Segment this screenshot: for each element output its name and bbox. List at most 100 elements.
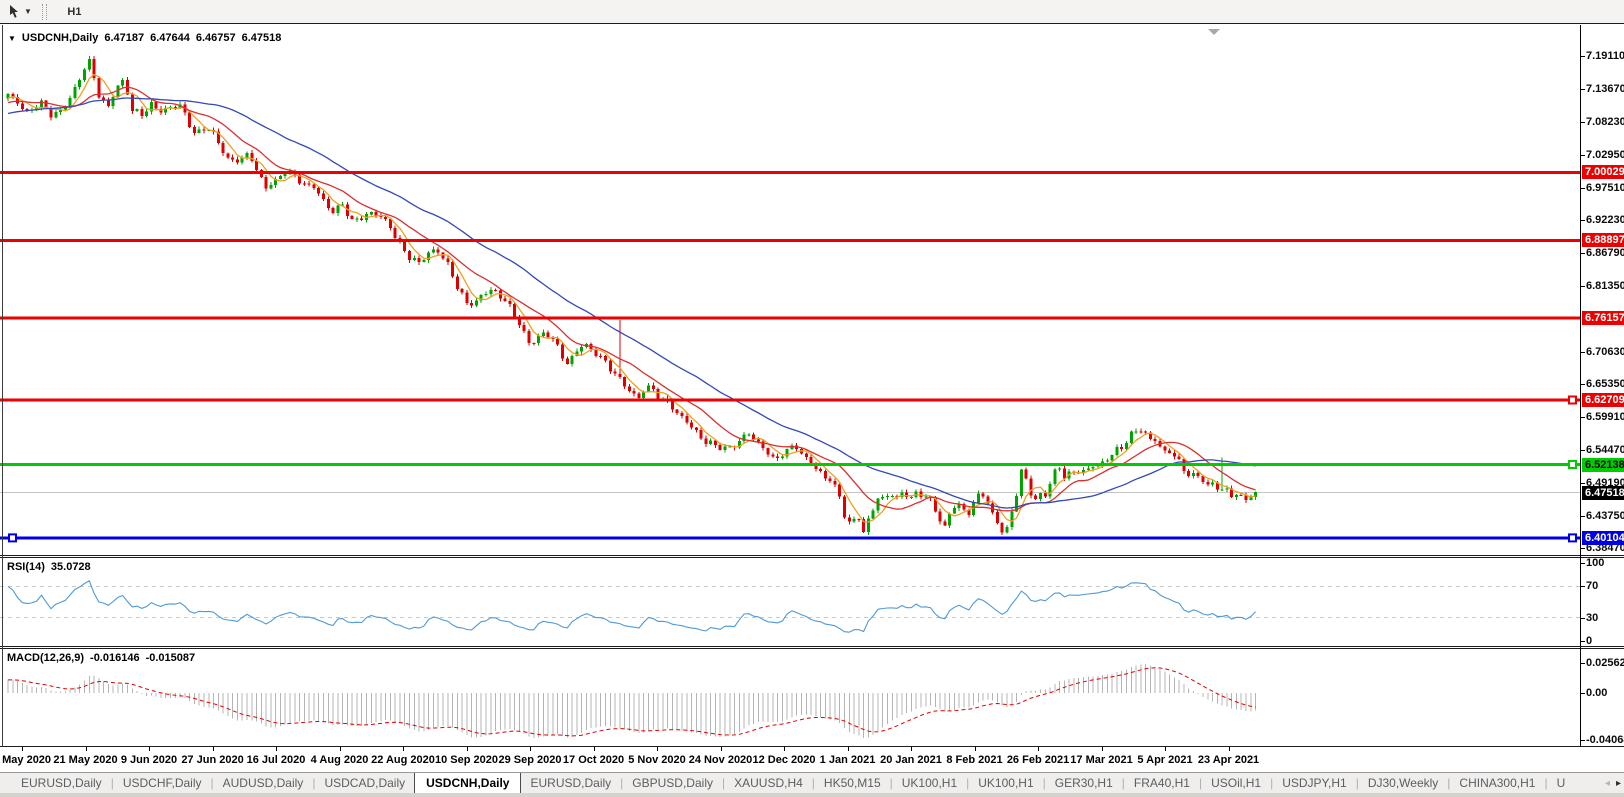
cursor-tool-button[interactable]: ▼ bbox=[3, 2, 36, 21]
tab-item[interactable]: DJ30,Weekly bbox=[1367, 776, 1439, 790]
macd-main-value: -0.016146 bbox=[90, 652, 140, 664]
date-tick bbox=[1038, 747, 1039, 751]
date-axis-label: 26 Feb 2021 bbox=[1006, 754, 1070, 766]
date-tick bbox=[974, 747, 976, 751]
axis-tick bbox=[1580, 450, 1585, 452]
rsi-label: RSI(14) 35.0728 bbox=[7, 561, 91, 573]
date-axis-label: 17 Oct 2020 bbox=[562, 754, 625, 766]
tab-separator: | bbox=[1447, 776, 1451, 790]
main-chart-canvas[interactable] bbox=[0, 25, 1580, 555]
price-axis-label: 6.97510 bbox=[1586, 181, 1624, 194]
ohlc-high: 6.47644 bbox=[150, 32, 190, 44]
date-tick bbox=[1165, 747, 1166, 751]
toolbar-grip bbox=[41, 3, 47, 20]
tab-item[interactable]: XAUUSD,H4 bbox=[734, 776, 803, 790]
ohlc-open: 6.47187 bbox=[104, 32, 145, 44]
tab-separator: | bbox=[1121, 776, 1125, 790]
pane-separator[interactable] bbox=[0, 646, 1624, 649]
axis-tick bbox=[1580, 253, 1585, 255]
date-axis-label: 5 Apr 2021 bbox=[1137, 754, 1193, 766]
main-chart-pane[interactable]: ▼ USDCNH,Daily 6.47187 6.47644 6.46757 6… bbox=[0, 25, 1624, 555]
tab-separator: | bbox=[1198, 776, 1203, 790]
tab-item[interactable]: AUDUSD,Daily bbox=[222, 776, 304, 790]
date-axis-label: 4 Aug 2020 bbox=[310, 754, 369, 766]
tab-item[interactable]: UK100,H1 bbox=[978, 776, 1034, 790]
rsi-axis-label: 0 bbox=[1586, 635, 1593, 647]
date-axis-label: 9 Jun 2020 bbox=[120, 754, 178, 766]
date-tick bbox=[149, 747, 150, 751]
tab-item-active[interactable]: USDCNH,Daily bbox=[414, 773, 522, 793]
price-line-badge: 6.40104 bbox=[1582, 530, 1624, 545]
axis-tick bbox=[1580, 286, 1585, 288]
date-tick bbox=[911, 747, 912, 751]
price-axis-label: 6.86790 bbox=[1586, 247, 1624, 260]
tab-item[interactable]: UK100,H1 bbox=[901, 776, 958, 790]
date-axis-label: 29 Sep 2020 bbox=[498, 754, 562, 766]
line-handle[interactable] bbox=[8, 533, 17, 543]
date-tick bbox=[847, 747, 849, 751]
rsi-pane[interactable]: RSI(14) 35.0728 bbox=[0, 558, 1624, 646]
date-axis-label: 21 May 2020 bbox=[53, 754, 118, 766]
date-tick bbox=[530, 747, 531, 751]
rsi-value: 35.0728 bbox=[50, 561, 91, 573]
line-handle[interactable] bbox=[1568, 460, 1577, 469]
macd-canvas bbox=[7, 664, 1257, 739]
chart-title: ▼ USDCNH,Daily 6.47187 6.47644 6.46757 6… bbox=[8, 32, 281, 44]
tab-item[interactable]: USDCHF,Daily bbox=[122, 776, 202, 790]
date-axis-label: 23 Apr 2021 bbox=[1197, 754, 1260, 766]
chevron-down-icon[interactable]: ▼ bbox=[24, 7, 32, 16]
price-axis-label: 7.19110 bbox=[1586, 50, 1624, 62]
tab-item[interactable]: FRA40,H1 bbox=[1133, 776, 1190, 790]
axis-tick bbox=[1580, 693, 1585, 694]
chart-window: ▼ USDCNH,Daily 6.47187 6.47644 6.46757 6… bbox=[0, 23, 1624, 793]
tab-item[interactable]: U bbox=[1556, 776, 1566, 790]
ohlc-low: 6.46757 bbox=[195, 32, 236, 44]
tab-item[interactable]: USOil,H1 bbox=[1211, 776, 1262, 790]
tab-item[interactable]: GBPUSD,Daily bbox=[632, 776, 713, 790]
tab-scroll-left-button[interactable]: ◂ bbox=[1604, 777, 1610, 789]
price-axis-label: 6.49190 bbox=[1586, 476, 1624, 489]
cursor-tool-icon bbox=[10, 5, 18, 18]
tab-item[interactable]: GER30,H1 bbox=[1054, 776, 1113, 790]
date-tick bbox=[22, 747, 23, 751]
axis-tick bbox=[1580, 547, 1585, 549]
axis-tick bbox=[1580, 641, 1585, 642]
date-tick bbox=[85, 747, 87, 751]
ma-13-line bbox=[7, 86, 1256, 512]
tab-item[interactable]: EURUSD,Daily bbox=[530, 776, 612, 790]
tab-separator: | bbox=[721, 776, 726, 790]
price-axis-label: 6.81350 bbox=[1586, 280, 1624, 293]
tab-separator: | bbox=[620, 776, 624, 790]
date-tick bbox=[593, 747, 595, 751]
line-handle[interactable] bbox=[1568, 395, 1577, 405]
date-tick bbox=[657, 747, 658, 751]
tab-item[interactable]: CHINA300,H1 bbox=[1459, 776, 1536, 790]
tab-item[interactable]: EURUSD,Daily bbox=[21, 776, 102, 790]
chart-shift-marker[interactable] bbox=[1208, 29, 1220, 35]
axis-tick bbox=[1580, 563, 1585, 564]
rsi-axis-label: 30 bbox=[1586, 611, 1599, 624]
tab-item[interactable]: USDJPY,H1 bbox=[1282, 776, 1347, 790]
macd-axis-label: 0.00 bbox=[1586, 687, 1608, 699]
date-axis-label: 12 Dec 2020 bbox=[752, 754, 816, 766]
macd-signal-line bbox=[8, 667, 1256, 737]
pane-separator[interactable] bbox=[0, 555, 1624, 558]
tab-separator: | bbox=[966, 776, 970, 790]
tab-item[interactable]: USDCAD,Daily bbox=[324, 776, 406, 790]
date-axis-label: 22 Aug 2020 bbox=[371, 754, 435, 766]
line-handle[interactable] bbox=[1568, 533, 1577, 543]
timeframe-button-h1[interactable]: H1 bbox=[67, 5, 82, 18]
tab-scroll-right-button[interactable]: ▸ bbox=[1615, 777, 1621, 789]
date-tick bbox=[466, 747, 468, 751]
macd-pane[interactable]: MACD(12,26,9) -0.016146 -0.015087 bbox=[0, 649, 1624, 747]
tab-item[interactable]: HK50,M15 bbox=[823, 776, 881, 790]
price-axis-label: 6.59910 bbox=[1586, 411, 1624, 424]
ohlc-close: 6.47518 bbox=[241, 32, 282, 44]
date-axis-label: 20 Jan 2021 bbox=[880, 754, 942, 766]
date-axis-label: 5 Nov 2020 bbox=[628, 754, 686, 766]
tab-separator: | bbox=[1270, 776, 1274, 790]
collapse-icon[interactable]: ▼ bbox=[8, 33, 16, 43]
date-tick bbox=[784, 747, 785, 751]
price-line-badge: 6.47518 bbox=[1582, 485, 1624, 500]
price-line-badge: 7.00029 bbox=[1582, 165, 1624, 180]
